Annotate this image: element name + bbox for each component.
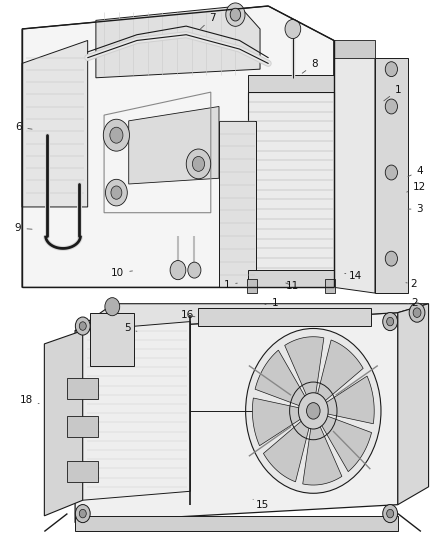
Circle shape bbox=[385, 165, 398, 180]
Circle shape bbox=[192, 157, 205, 171]
Text: 2: 2 bbox=[406, 279, 417, 289]
Circle shape bbox=[79, 322, 86, 330]
Circle shape bbox=[385, 251, 398, 266]
Circle shape bbox=[409, 303, 425, 322]
Circle shape bbox=[307, 402, 320, 419]
Polygon shape bbox=[334, 41, 375, 58]
Text: 9: 9 bbox=[15, 223, 32, 233]
Polygon shape bbox=[75, 313, 398, 522]
Polygon shape bbox=[67, 461, 98, 482]
Circle shape bbox=[385, 62, 398, 77]
Circle shape bbox=[246, 328, 381, 493]
Circle shape bbox=[110, 127, 123, 143]
Circle shape bbox=[226, 3, 245, 26]
Polygon shape bbox=[219, 121, 256, 287]
Text: 6: 6 bbox=[16, 122, 32, 132]
Polygon shape bbox=[248, 92, 334, 287]
Circle shape bbox=[413, 308, 421, 318]
Circle shape bbox=[383, 505, 398, 523]
Polygon shape bbox=[334, 41, 375, 293]
Circle shape bbox=[285, 19, 301, 38]
Text: 1: 1 bbox=[384, 85, 401, 101]
Polygon shape bbox=[91, 313, 134, 366]
Circle shape bbox=[387, 317, 394, 326]
Text: 10: 10 bbox=[111, 268, 132, 278]
Circle shape bbox=[79, 510, 86, 518]
Polygon shape bbox=[67, 416, 98, 437]
Text: 4: 4 bbox=[408, 166, 423, 176]
Text: 14: 14 bbox=[345, 271, 362, 280]
Circle shape bbox=[75, 317, 90, 335]
Polygon shape bbox=[83, 321, 191, 500]
Polygon shape bbox=[317, 340, 363, 401]
Polygon shape bbox=[22, 6, 334, 287]
Polygon shape bbox=[325, 376, 374, 424]
Polygon shape bbox=[303, 425, 342, 485]
Polygon shape bbox=[325, 279, 335, 293]
Polygon shape bbox=[247, 279, 257, 293]
Circle shape bbox=[111, 186, 122, 199]
Polygon shape bbox=[285, 337, 324, 397]
Text: 15: 15 bbox=[253, 499, 269, 510]
Polygon shape bbox=[96, 6, 260, 78]
Text: 3: 3 bbox=[408, 204, 423, 214]
Polygon shape bbox=[398, 304, 428, 505]
Circle shape bbox=[383, 312, 398, 330]
Text: 12: 12 bbox=[407, 182, 427, 192]
Polygon shape bbox=[263, 421, 309, 482]
Circle shape bbox=[188, 262, 201, 278]
Polygon shape bbox=[252, 398, 301, 446]
Circle shape bbox=[170, 261, 186, 280]
Circle shape bbox=[105, 297, 120, 316]
Polygon shape bbox=[44, 330, 83, 516]
Polygon shape bbox=[321, 416, 371, 472]
Polygon shape bbox=[129, 107, 219, 184]
Circle shape bbox=[385, 99, 398, 114]
Polygon shape bbox=[248, 270, 334, 287]
Circle shape bbox=[186, 149, 211, 179]
Circle shape bbox=[75, 505, 90, 523]
Circle shape bbox=[298, 393, 328, 429]
Circle shape bbox=[106, 179, 127, 206]
Polygon shape bbox=[75, 516, 398, 531]
Circle shape bbox=[230, 8, 240, 21]
Polygon shape bbox=[375, 58, 408, 293]
Text: 8: 8 bbox=[302, 60, 318, 73]
Circle shape bbox=[103, 119, 130, 151]
Text: 16: 16 bbox=[181, 310, 195, 320]
Text: 2: 2 bbox=[408, 297, 418, 308]
Text: 1: 1 bbox=[223, 280, 237, 289]
Polygon shape bbox=[75, 304, 428, 330]
Circle shape bbox=[387, 510, 394, 518]
Text: 1: 1 bbox=[265, 297, 278, 308]
Text: 11: 11 bbox=[286, 281, 299, 290]
Polygon shape bbox=[198, 308, 371, 326]
Polygon shape bbox=[248, 75, 334, 92]
Polygon shape bbox=[255, 350, 306, 406]
Polygon shape bbox=[22, 41, 88, 207]
Text: 18: 18 bbox=[19, 395, 39, 406]
Polygon shape bbox=[67, 378, 98, 399]
Text: 5: 5 bbox=[124, 323, 137, 333]
Text: 7: 7 bbox=[200, 13, 216, 29]
